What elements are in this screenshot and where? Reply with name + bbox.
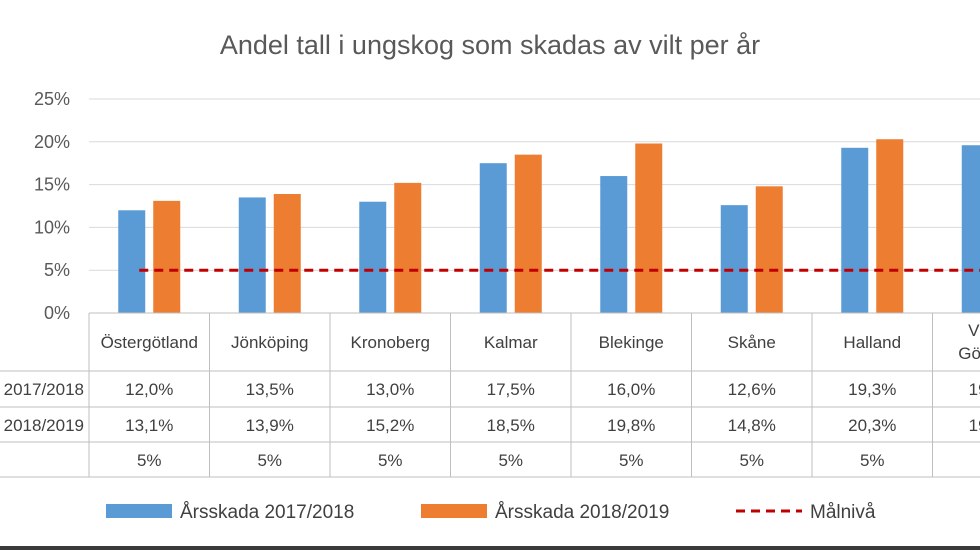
bar-2 <box>153 200 181 313</box>
data-label: 17,5% <box>487 380 535 399</box>
chart-title: Andel tall i ungskog som skadas av vilt … <box>220 30 760 60</box>
data-label: 20,3% <box>848 416 896 435</box>
data-label: 13,9% <box>246 416 294 435</box>
y-tick-label: 20% <box>34 132 70 152</box>
legend-label: Årsskada 2017/2018 <box>180 502 354 523</box>
bar-2 <box>755 186 783 313</box>
legend-label: Målnivå <box>810 502 876 523</box>
category-label: Kronoberg <box>351 333 430 352</box>
legend-swatch <box>106 504 172 518</box>
data-label: 13,1% <box>125 416 173 435</box>
data-label: 19,3% <box>848 380 896 399</box>
bars <box>118 139 980 313</box>
data-label: 5% <box>619 451 644 470</box>
y-tick-label: 25% <box>34 89 70 109</box>
data-label: 19,6% <box>969 380 980 399</box>
y-tick-label: 5% <box>44 260 70 280</box>
row-label: 2017/2018 <box>4 380 84 399</box>
data-label: 5% <box>257 451 282 470</box>
data-label: 18,5% <box>487 416 535 435</box>
y-tick-label: 15% <box>34 175 70 195</box>
bar-1 <box>479 163 507 313</box>
bar-1 <box>841 147 869 313</box>
bar-1 <box>118 210 146 313</box>
data-label: 15,2% <box>366 416 414 435</box>
bar-2 <box>635 143 663 313</box>
bar-2 <box>876 139 904 313</box>
data-label: 12,6% <box>728 380 776 399</box>
legend-swatch <box>421 504 487 518</box>
bar-1 <box>961 145 980 313</box>
bar-2 <box>514 154 542 313</box>
category-label: Kalmar <box>484 333 538 352</box>
row-label: 2018/2019 <box>4 416 84 435</box>
bottom-border <box>0 546 980 550</box>
y-tick-label: 0% <box>44 303 70 323</box>
data-label: 5% <box>378 451 403 470</box>
category-label: Skåne <box>728 333 776 352</box>
data-label: 5% <box>498 451 523 470</box>
data-label: 16,0% <box>607 380 655 399</box>
data-label: 12,0% <box>125 380 173 399</box>
data-label: 5% <box>860 451 885 470</box>
legend: Årsskada 2017/2018 Årsskada 2018/2019 Måln… <box>106 502 876 523</box>
y-axis-ticks: 0% 5% 10% 15% 20% 25% <box>34 89 70 323</box>
category-label: Östergötland <box>101 333 198 352</box>
bar-1 <box>359 201 387 313</box>
data-label: 5% <box>739 451 764 470</box>
data-label: 14,8% <box>728 416 776 435</box>
legend-label: Årsskada 2018/2019 <box>495 502 669 523</box>
data-label: 13,0% <box>366 380 414 399</box>
data-label: 5% <box>137 451 162 470</box>
data-label: 19,5% <box>969 416 980 435</box>
bar-2 <box>273 194 301 313</box>
category-label: Jönköping <box>231 333 309 352</box>
bar-1 <box>720 205 748 313</box>
y-tick-label: 10% <box>34 217 70 237</box>
category-label: Halland <box>843 333 901 352</box>
bar-1 <box>238 197 266 313</box>
category-label: Götaland <box>958 344 980 363</box>
bar-2 <box>394 182 422 313</box>
data-table: Östergötland Jönköping Kronoberg Kalmar Blek… <box>0 312 980 478</box>
category-label: Blekinge <box>599 333 664 352</box>
data-label: 13,5% <box>246 380 294 399</box>
category-label: Västra <box>968 321 980 340</box>
data-label: 19,8% <box>607 416 655 435</box>
bar-1 <box>600 176 628 313</box>
